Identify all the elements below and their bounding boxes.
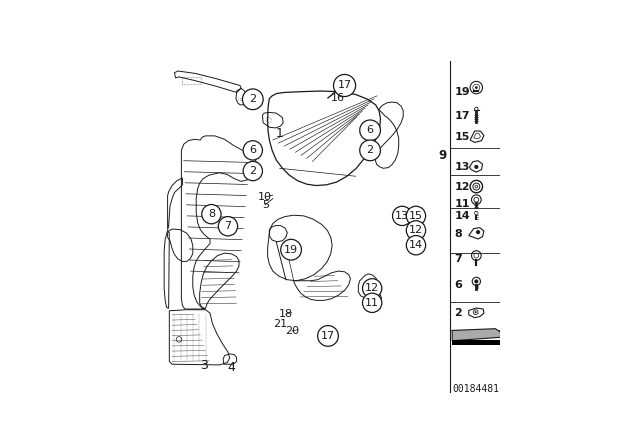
Circle shape: [392, 206, 412, 225]
Text: 21: 21: [273, 319, 287, 328]
Circle shape: [406, 221, 426, 240]
Circle shape: [202, 204, 221, 224]
Text: 6: 6: [367, 125, 374, 135]
Circle shape: [360, 140, 380, 161]
Circle shape: [475, 311, 477, 313]
Text: 13: 13: [395, 211, 409, 221]
Circle shape: [475, 86, 477, 89]
Text: 18: 18: [279, 309, 293, 319]
Circle shape: [474, 165, 479, 169]
Text: 11: 11: [365, 298, 379, 308]
Circle shape: [360, 120, 380, 141]
Text: 2: 2: [367, 145, 374, 155]
Text: 00184481: 00184481: [452, 384, 499, 394]
Circle shape: [317, 326, 339, 346]
Text: 11: 11: [454, 199, 470, 209]
Text: 6: 6: [250, 145, 256, 155]
Text: 2: 2: [249, 166, 257, 176]
Bar: [452, 340, 500, 345]
Text: 6: 6: [454, 280, 463, 290]
Text: 2: 2: [454, 308, 462, 318]
Text: 14: 14: [409, 240, 423, 250]
Circle shape: [243, 161, 262, 181]
Text: 7: 7: [225, 221, 232, 231]
Polygon shape: [452, 329, 500, 341]
Text: 17: 17: [337, 81, 351, 90]
Text: 12: 12: [454, 181, 470, 192]
Text: 10: 10: [258, 192, 272, 202]
Circle shape: [406, 206, 426, 225]
Text: 17: 17: [321, 331, 335, 341]
Circle shape: [243, 141, 262, 160]
Text: 15: 15: [409, 211, 423, 221]
Text: 12: 12: [365, 283, 380, 293]
Text: 8: 8: [208, 209, 215, 219]
Text: 19: 19: [284, 245, 298, 255]
Circle shape: [218, 216, 237, 236]
Text: 4: 4: [227, 361, 236, 374]
Circle shape: [474, 280, 479, 284]
Text: 7: 7: [454, 254, 462, 264]
Circle shape: [362, 279, 382, 298]
Text: 19: 19: [454, 87, 470, 97]
Text: 15: 15: [454, 132, 470, 142]
Circle shape: [362, 293, 382, 313]
Circle shape: [475, 211, 478, 215]
Text: 12: 12: [409, 225, 423, 235]
Circle shape: [333, 74, 356, 96]
Text: 2: 2: [249, 94, 257, 104]
Text: 16: 16: [331, 93, 345, 103]
Circle shape: [281, 239, 301, 260]
Circle shape: [476, 230, 480, 234]
Circle shape: [406, 236, 426, 255]
Text: 3: 3: [200, 359, 209, 372]
Circle shape: [243, 89, 263, 110]
Text: 14: 14: [454, 211, 470, 221]
Text: 17: 17: [454, 111, 470, 121]
Text: 9: 9: [438, 149, 446, 162]
Text: 13: 13: [454, 162, 470, 172]
Text: 20: 20: [285, 326, 299, 336]
Circle shape: [475, 107, 478, 111]
Text: 1: 1: [276, 127, 284, 140]
Text: 8: 8: [454, 229, 462, 239]
Text: 5: 5: [262, 200, 269, 210]
